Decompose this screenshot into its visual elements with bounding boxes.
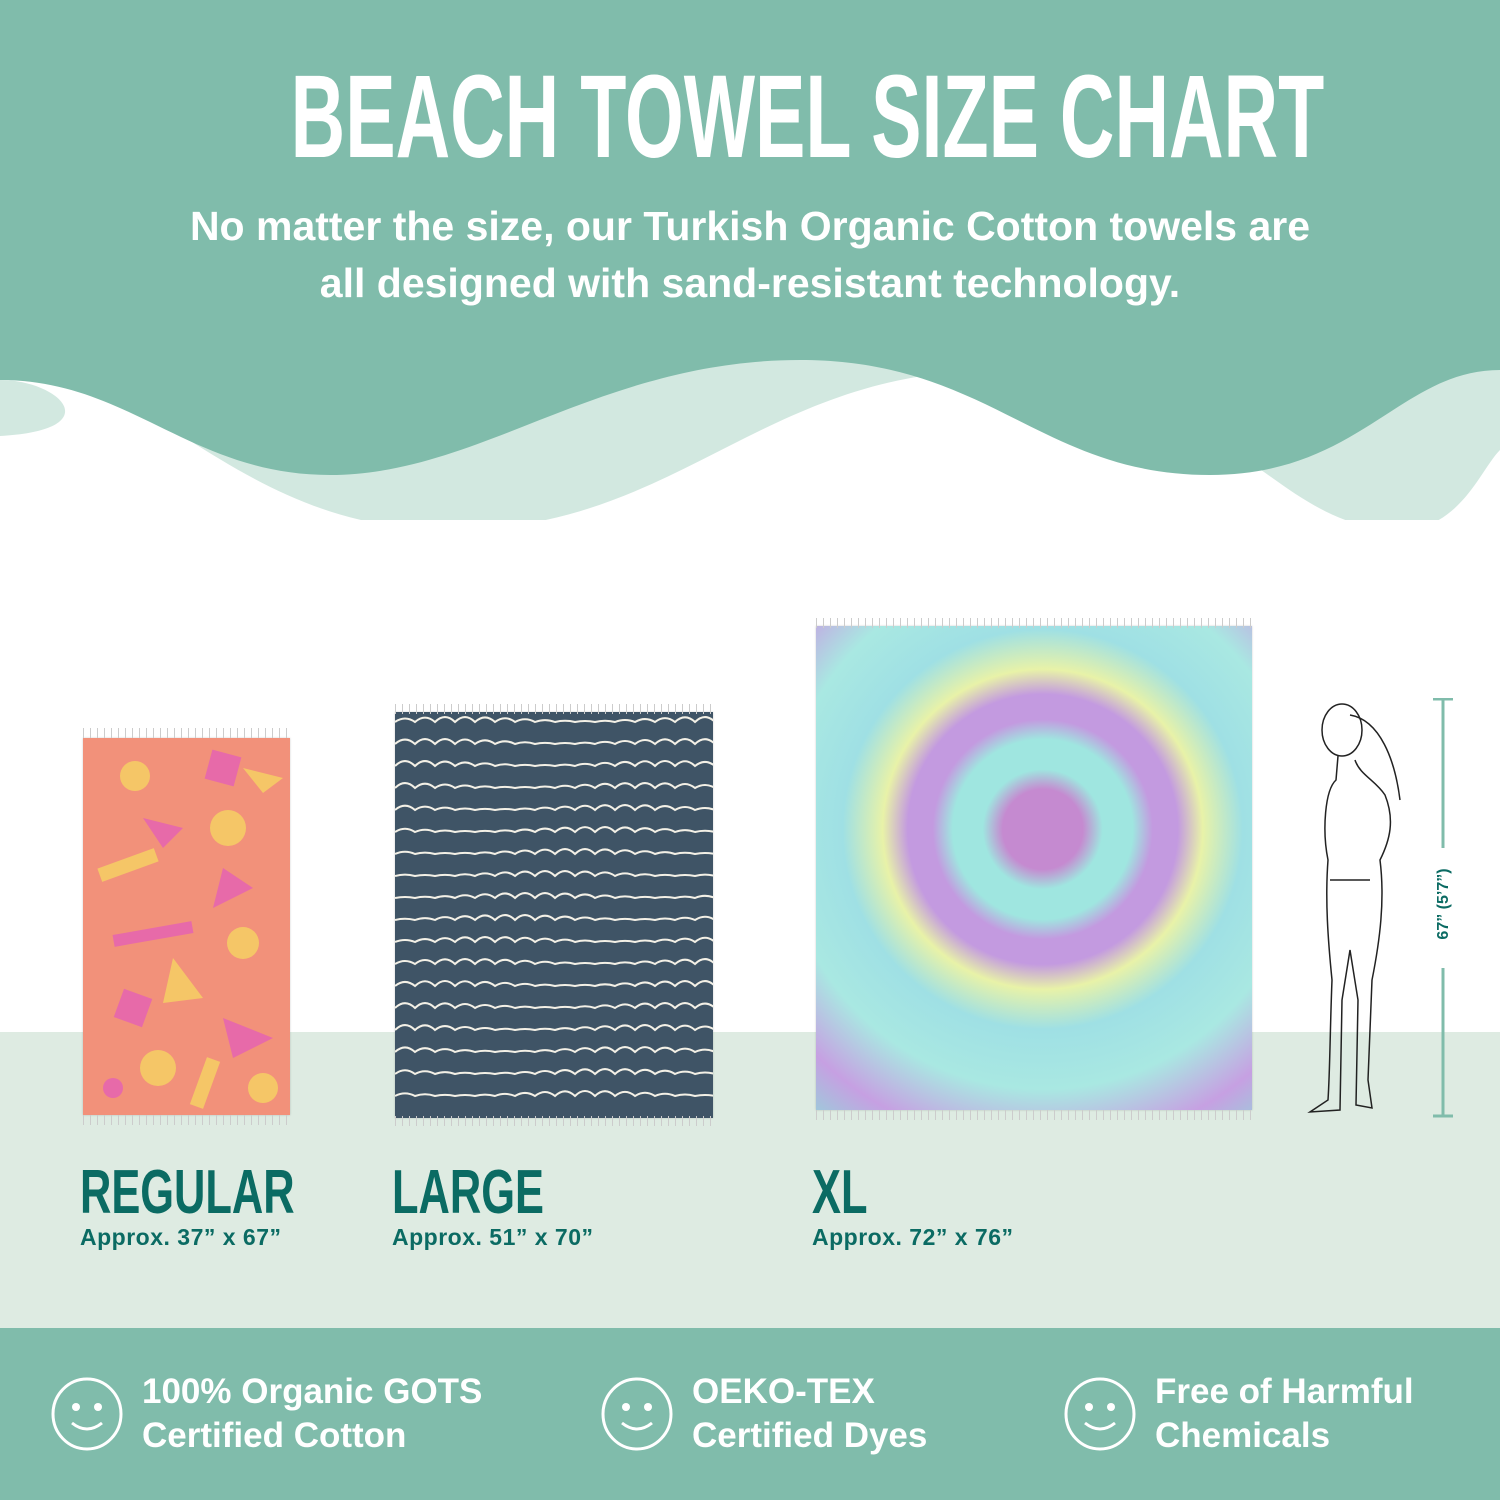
page-title: BEACH TOWEL SIZE CHART	[290, 51, 1325, 183]
size-xl: XL Approx. 72” x 76”	[812, 1158, 1014, 1251]
size-dimensions: Approx. 72” x 76”	[812, 1224, 1014, 1250]
feature-item: OEKO-TEX Certified Dyes	[600, 1370, 927, 1458]
towel-wave-line	[394, 870, 716, 878]
smiley-icon	[601, 1377, 673, 1451]
size-regular: REGULAR Approx. 37” x 67”	[80, 1158, 387, 1251]
towel-wave-line	[394, 716, 716, 724]
towel-wave-line	[394, 1090, 716, 1098]
towel-wave-line	[394, 936, 716, 944]
towel-wave-line	[394, 1024, 716, 1032]
towel-wave-line	[394, 1002, 716, 1010]
xl-towel-image	[816, 618, 1252, 1120]
size-name: REGULAR	[80, 1158, 295, 1227]
towel-wave-line	[394, 826, 716, 834]
size-name: XL	[812, 1158, 868, 1227]
towel-wave-line	[394, 1068, 716, 1076]
subtitle-line-1: No matter the size, our Turkish Organic …	[189, 203, 1311, 249]
towel-wave-line	[394, 914, 716, 922]
towel-wave-line	[394, 980, 716, 988]
towel-wave-line	[394, 760, 716, 768]
towel-wave-line	[394, 892, 716, 900]
size-dimensions: Approx. 37” x 67”	[80, 1224, 282, 1250]
towel-wave-line	[394, 738, 716, 746]
size-dimensions: Approx. 51” x 70”	[392, 1224, 594, 1250]
feature-line-2: Certified Dyes	[692, 1416, 928, 1455]
subtitle-line-2: all designed with sand-resistant technol…	[319, 260, 1181, 306]
feature-line-2: Chemicals	[1155, 1416, 1331, 1455]
towel-wave-line	[394, 804, 716, 812]
smiley-icon	[1064, 1377, 1136, 1451]
regular-towel-image	[83, 728, 290, 1125]
feature-line-2: Certified Cotton	[142, 1416, 407, 1455]
size-large: LARGE Approx. 51” x 70”	[392, 1158, 609, 1251]
features-footer: 100% Organic GOTS Certified Cotton OEKO-T…	[0, 1328, 1500, 1500]
feature-item: 100% Organic GOTS Certified Cotton	[50, 1370, 482, 1458]
header-wave-background	[0, 0, 1500, 520]
towel-wave-line	[394, 848, 716, 856]
towel-wave-line	[394, 782, 716, 790]
feature-item: Free of Harmful Chemicals	[1063, 1370, 1414, 1458]
size-name: LARGE	[392, 1158, 544, 1227]
towel-wave-line	[394, 958, 716, 966]
page-subtitle: No matter the size, our Turkish Organic …	[0, 198, 1500, 312]
height-measure-line	[1433, 698, 1453, 1118]
smiley-icon	[51, 1377, 123, 1451]
page-title-container: BEACH TOWEL SIZE CHART	[0, 52, 1500, 182]
towel-wave-line	[394, 1046, 716, 1054]
feature-line-1: OEKO-TEX	[692, 1372, 875, 1411]
large-towel-image	[394, 704, 716, 1126]
feature-line-1: 100% Organic GOTS	[142, 1372, 483, 1411]
standing-woman-figure-icon	[1307, 703, 1401, 1113]
height-label: 67” (5’7”)	[1435, 868, 1452, 940]
feature-line-1: Free of Harmful	[1155, 1372, 1414, 1411]
